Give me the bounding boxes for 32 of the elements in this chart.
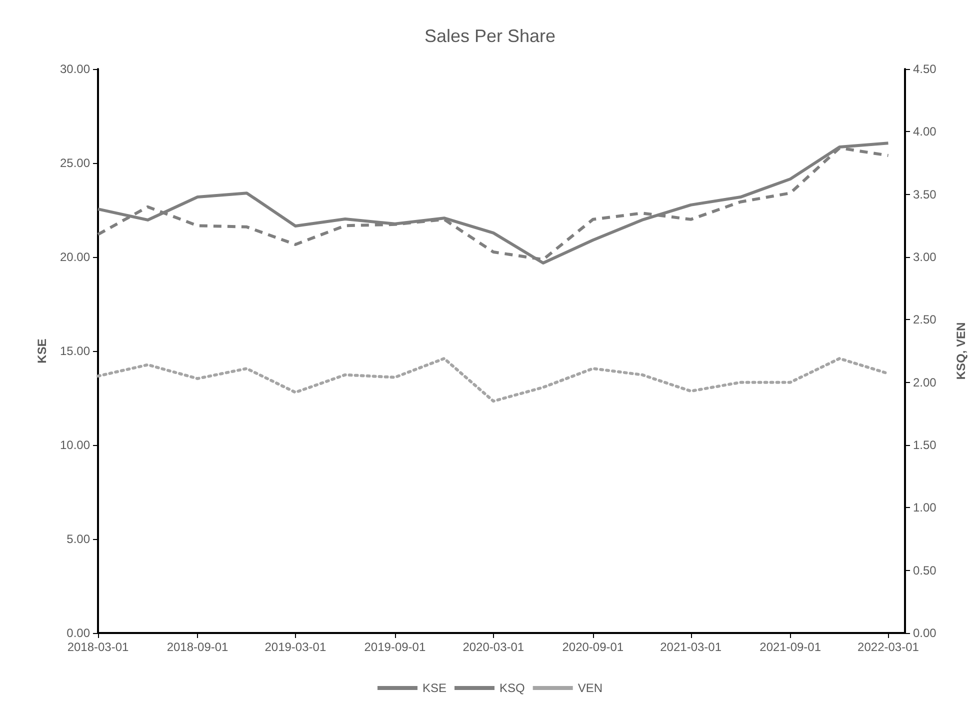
y-tick-label: 20.00 [60, 250, 90, 264]
y2-tick-label: 3.00 [913, 250, 937, 264]
y2-tick-label: 2.00 [913, 375, 937, 390]
x-tick-label: 2020-09-01 [562, 640, 624, 654]
x-tick-label: 2018-03-01 [67, 640, 130, 654]
y2-tick-label: 3.50 [913, 187, 937, 202]
y2-tick-label: 4.00 [913, 124, 937, 139]
x-tick-label: 2019-03-01 [264, 640, 326, 654]
y-tick-label: 5.00 [66, 532, 90, 546]
legend-label: VEN [578, 681, 603, 695]
y2-tick-label: 0.00 [913, 626, 937, 640]
y2-tick-label: 1.50 [913, 438, 937, 452]
y2-tick-label: 2.50 [913, 312, 937, 327]
y2-tick-label: 1.00 [913, 500, 937, 515]
y-axis-title: KSE [35, 338, 49, 364]
y-tick-label: 10.00 [60, 438, 90, 452]
y2-tick-label: 0.50 [913, 563, 937, 578]
y2-tick-label: 4.50 [913, 62, 937, 76]
x-tick-label: 2018-09-01 [166, 640, 229, 654]
legend-label: KSE [422, 681, 446, 695]
y-tick-label: 15.00 [60, 344, 90, 358]
y-tick-label: 0.00 [66, 626, 90, 640]
x-tick-label: 2022-03-01 [858, 640, 920, 654]
x-tick-label: 2020-03-01 [462, 640, 524, 654]
y-tick-label: 25.00 [60, 156, 90, 170]
x-tick-label: 2021-09-01 [760, 640, 822, 654]
legend-label: KSQ [500, 681, 525, 695]
x-tick-label: 2021-03-01 [660, 640, 722, 654]
y-tick-label: 30.00 [60, 62, 90, 76]
y2-axis-title: KSQ, VEN [954, 322, 968, 380]
x-tick-label: 2019-09-01 [364, 640, 426, 654]
chart-title: Sales Per Share [424, 26, 556, 46]
